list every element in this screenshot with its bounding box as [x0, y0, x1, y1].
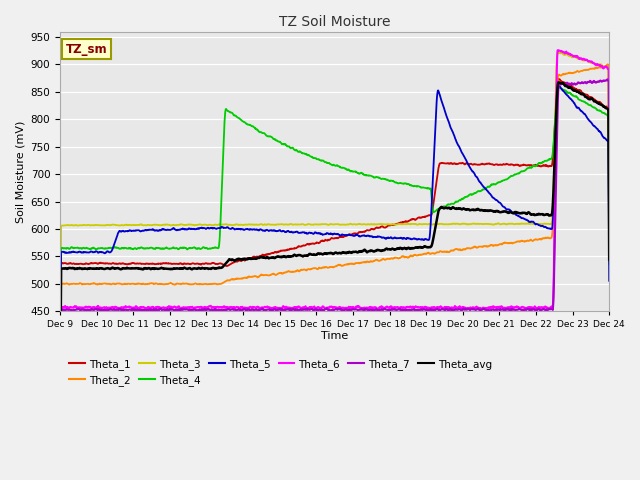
- Theta_1: [99, 260, 106, 266]
- Theta_5: [310, 230, 318, 236]
- Theta_1: [121, 261, 129, 267]
- X-axis label: Time: Time: [321, 331, 348, 341]
- Theta_3: [99, 223, 106, 228]
- Line: Theta_5: Theta_5: [60, 85, 609, 406]
- Theta_6: [121, 304, 129, 310]
- Theta_5: [56, 403, 64, 408]
- Theta_2: [301, 266, 308, 272]
- Line: Theta_2: Theta_2: [60, 64, 609, 421]
- Theta_5: [99, 250, 106, 255]
- Theta_6: [99, 305, 106, 311]
- Theta_2: [605, 227, 613, 232]
- Theta_4: [56, 401, 64, 407]
- Theta_3: [121, 222, 129, 228]
- Theta_5: [289, 230, 297, 236]
- Theta_5: [121, 228, 129, 234]
- Theta_5: [554, 83, 562, 88]
- Theta_4: [289, 145, 297, 151]
- Theta_2: [369, 259, 376, 264]
- Line: Theta_7: Theta_7: [60, 79, 609, 434]
- Theta_4: [310, 155, 318, 161]
- Theta_2: [121, 281, 129, 287]
- Theta_avg: [56, 411, 64, 417]
- Theta_1: [369, 226, 376, 232]
- Theta_avg: [369, 248, 376, 254]
- Theta_1: [554, 76, 562, 82]
- Theta_3: [310, 221, 318, 227]
- Line: Theta_6: Theta_6: [60, 50, 609, 432]
- Theta_avg: [555, 80, 563, 85]
- Theta_3: [301, 222, 308, 228]
- Line: Theta_4: Theta_4: [60, 87, 609, 404]
- Theta_4: [301, 151, 308, 156]
- Theta_4: [554, 84, 562, 90]
- Theta_6: [56, 430, 64, 435]
- Theta_1: [605, 256, 613, 262]
- Theta_6: [369, 305, 376, 311]
- Legend: Theta_1, Theta_2, Theta_3, Theta_4, Theta_5, Theta_6, Theta_7, Theta_avg: Theta_1, Theta_2, Theta_3, Theta_4, Thet…: [65, 355, 496, 390]
- Text: TZ_sm: TZ_sm: [65, 43, 107, 56]
- Theta_2: [56, 419, 64, 424]
- Theta_5: [369, 234, 376, 240]
- Theta_7: [56, 431, 64, 437]
- Theta_7: [605, 197, 613, 203]
- Theta_3: [605, 229, 613, 235]
- Theta_6: [605, 188, 613, 193]
- Theta_7: [369, 307, 376, 313]
- Title: TZ Soil Moisture: TZ Soil Moisture: [279, 15, 390, 29]
- Theta_7: [604, 76, 611, 82]
- Theta_4: [99, 245, 106, 251]
- Theta_1: [310, 241, 318, 247]
- Theta_avg: [99, 265, 106, 271]
- Theta_2: [289, 269, 297, 275]
- Theta_5: [605, 278, 613, 284]
- Theta_avg: [605, 257, 613, 263]
- Theta_6: [554, 48, 562, 53]
- Theta_2: [99, 281, 106, 287]
- Line: Theta_3: Theta_3: [60, 52, 609, 392]
- Theta_avg: [301, 252, 308, 258]
- Theta_7: [310, 307, 318, 312]
- Theta_3: [554, 49, 562, 55]
- Theta_6: [310, 304, 318, 310]
- Theta_1: [289, 246, 297, 252]
- Theta_avg: [310, 252, 318, 257]
- Theta_5: [301, 229, 308, 235]
- Theta_3: [289, 222, 297, 228]
- Y-axis label: Soil Moisture (mV): Soil Moisture (mV): [15, 120, 25, 223]
- Theta_7: [99, 307, 106, 312]
- Theta_3: [56, 389, 64, 395]
- Theta_avg: [121, 266, 129, 272]
- Theta_4: [121, 245, 129, 251]
- Theta_7: [289, 306, 297, 312]
- Theta_2: [604, 61, 612, 67]
- Theta_4: [605, 261, 613, 267]
- Theta_4: [369, 174, 376, 180]
- Theta_avg: [289, 253, 297, 259]
- Line: Theta_avg: Theta_avg: [60, 83, 609, 414]
- Theta_6: [289, 305, 297, 311]
- Theta_7: [301, 307, 308, 312]
- Theta_1: [301, 243, 308, 249]
- Line: Theta_1: Theta_1: [60, 79, 609, 410]
- Theta_7: [121, 307, 129, 312]
- Theta_2: [310, 265, 318, 271]
- Theta_1: [56, 408, 64, 413]
- Theta_6: [301, 304, 308, 310]
- Theta_3: [369, 221, 376, 227]
